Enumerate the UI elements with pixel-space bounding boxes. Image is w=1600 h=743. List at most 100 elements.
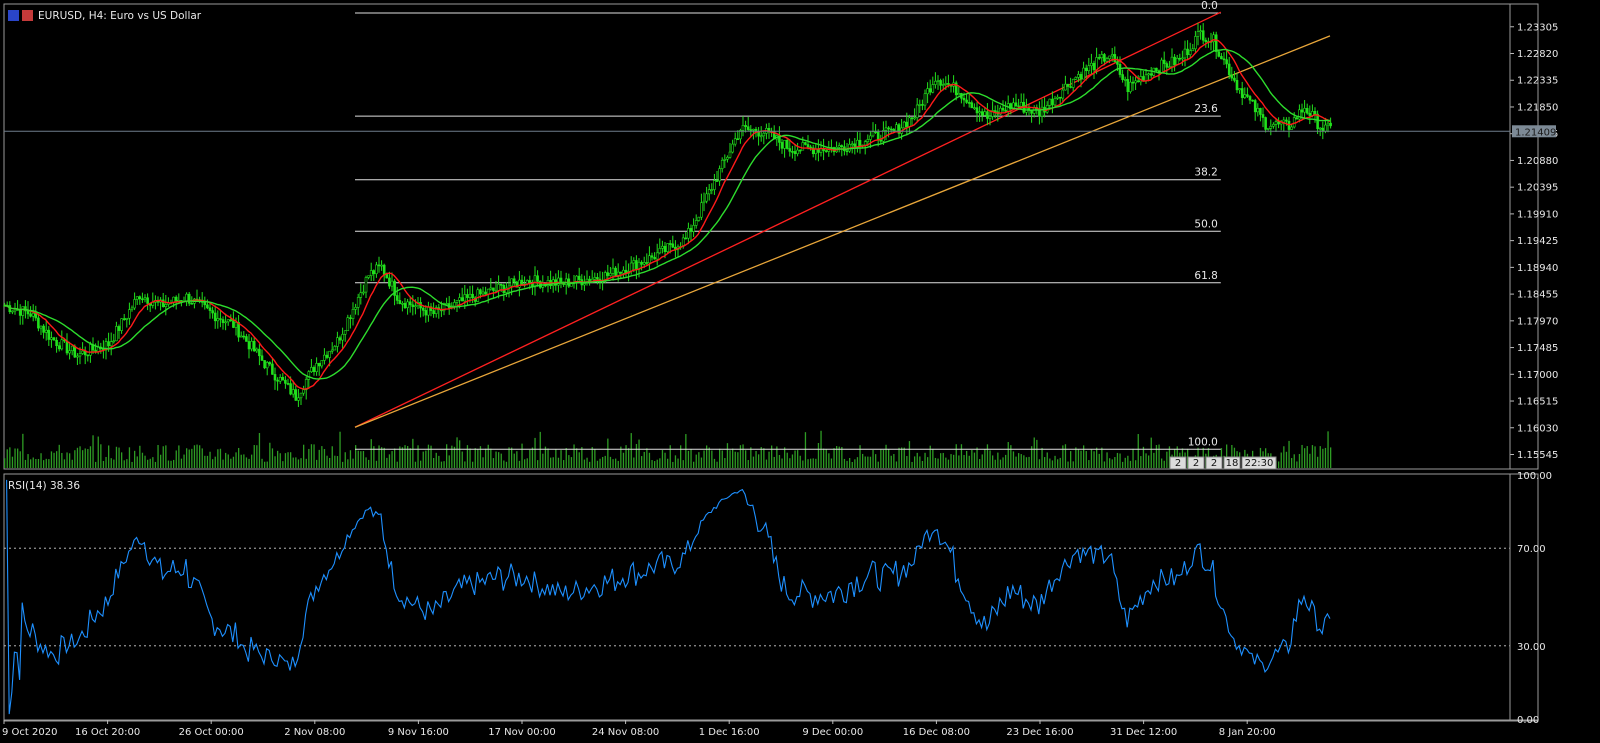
trendlines[interactable]: [354, 11, 1331, 428]
volume-bar: [1023, 455, 1025, 468]
candle-body: [1131, 81, 1135, 84]
volume-bar: [245, 457, 248, 468]
volume-bar: [128, 447, 131, 468]
candle-body: [783, 139, 786, 149]
candle-body: [749, 129, 753, 131]
candle-body: [702, 200, 706, 204]
volume-bar: [937, 458, 939, 468]
volume-bar: [1070, 451, 1072, 468]
volume-bar: [833, 448, 835, 468]
candle-body: [187, 293, 191, 304]
candle-body: [845, 150, 849, 153]
volume-bar: [14, 448, 16, 468]
volume-bar: [739, 445, 742, 468]
volume-bar: [196, 444, 198, 468]
candle-body: [1155, 67, 1158, 72]
time-tick-label: 9 Nov 16:00: [388, 727, 449, 738]
volume-bar: [433, 458, 435, 468]
price-tick-label: 1.20395: [1517, 183, 1558, 194]
candle-body: [128, 309, 131, 319]
candle-body: [481, 291, 485, 295]
volume-bar: [394, 448, 396, 468]
fib-level-label: 38.2: [1194, 167, 1217, 179]
volume-bar: [214, 456, 216, 468]
fib-level-label: 0.0: [1201, 0, 1218, 12]
candle-body: [273, 374, 277, 381]
candle-body: [715, 180, 719, 182]
candle-body: [1233, 77, 1236, 81]
candle-body: [866, 139, 870, 143]
candle-body: [728, 151, 732, 158]
volume-bar: [1137, 434, 1139, 468]
volume-bar: [682, 460, 684, 468]
candle-body: [276, 379, 279, 382]
candle-body: [1170, 56, 1174, 67]
volume-bar: [654, 461, 656, 468]
trendline[interactable]: [354, 35, 1331, 428]
candle-body: [1071, 78, 1075, 88]
volume-bar: [807, 459, 809, 468]
price-panel-frame: [3, 3, 1539, 470]
candle-body: [1282, 119, 1286, 123]
candle-body: [1220, 56, 1223, 60]
candle-body: [1313, 110, 1317, 115]
volume-bar: [253, 445, 255, 468]
candle-body: [1004, 109, 1007, 112]
readout-text: 18: [1226, 458, 1239, 469]
candle-body: [928, 88, 932, 93]
volume-bar: [1148, 455, 1150, 468]
volume-bar: [469, 448, 471, 468]
candle-body: [484, 291, 487, 295]
candle-body: [421, 307, 425, 311]
candle-body: [1308, 112, 1312, 116]
volume-bar: [349, 450, 352, 468]
candle-body: [650, 255, 654, 258]
candle-body: [1056, 96, 1059, 99]
candle-body: [1129, 81, 1132, 92]
candle-body: [1105, 58, 1109, 62]
fibonacci-retracement[interactable]: 0.0 23.6 38.2 50.0 61.8 100.0: [355, 0, 1221, 450]
candle-body: [1082, 67, 1085, 80]
volume-bar: [643, 451, 645, 468]
volume-bar: [641, 456, 643, 468]
candle-body: [1147, 73, 1150, 76]
candle-body: [1183, 48, 1187, 59]
candle-body: [1324, 124, 1327, 132]
volume-bar: [1020, 454, 1022, 468]
candle-body: [120, 318, 123, 331]
volume-bar: [323, 448, 326, 468]
volume-bar: [404, 445, 406, 468]
volume-bar: [199, 445, 201, 468]
volume-bar: [329, 457, 331, 468]
candle-body: [294, 389, 298, 401]
candle-body: [1188, 50, 1192, 56]
volume-bar: [492, 458, 495, 468]
volume-bar: [193, 445, 196, 468]
volume-bar: [1111, 459, 1113, 468]
volume-bar: [1002, 457, 1004, 468]
price-tick-label: 1.17485: [1517, 343, 1558, 354]
volume-bar: [859, 445, 861, 468]
volume-bar: [238, 447, 240, 468]
volume-bar: [648, 452, 651, 468]
volume-bar: [750, 447, 752, 468]
volume-bar: [1285, 451, 1288, 468]
candle-body: [208, 307, 212, 311]
candle-body: [1204, 39, 1208, 43]
volume-bar: [1278, 461, 1280, 468]
volume-bar: [362, 451, 365, 468]
candle-body: [398, 300, 402, 304]
volume-bar: [435, 452, 437, 468]
candle-body: [1199, 30, 1202, 32]
time-tick-label: 8 Jan 20:00: [1219, 727, 1276, 738]
trendline[interactable]: [354, 11, 1222, 428]
volume-bar: [82, 450, 84, 468]
volume-bar: [815, 458, 817, 468]
eu-flag-icon: [8, 10, 19, 21]
candle-body: [133, 299, 136, 309]
volume-bar: [1106, 452, 1108, 468]
volume-bar: [901, 447, 903, 468]
volume-bar: [799, 455, 801, 468]
candle-body: [1300, 109, 1304, 113]
volume-bar: [880, 449, 882, 468]
